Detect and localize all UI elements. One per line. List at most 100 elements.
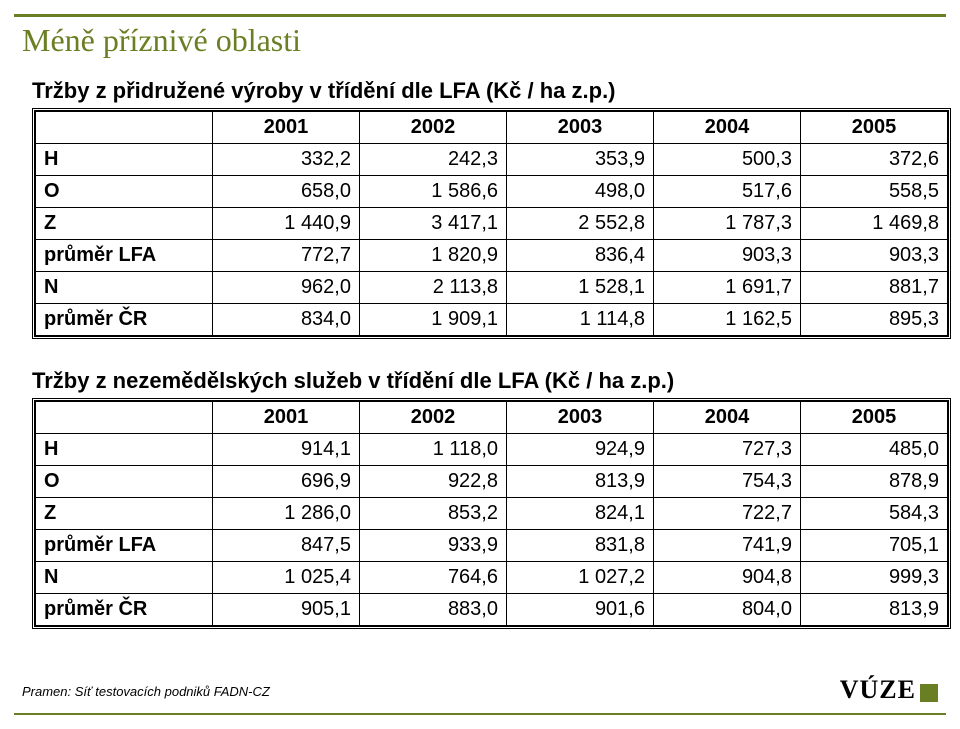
cell: 1 027,2 bbox=[507, 562, 654, 594]
table1-frame: 2001 2002 2003 2004 2005 H 332,2 242,3 3… bbox=[32, 108, 951, 339]
row-label: H bbox=[36, 144, 213, 176]
cell: 242,3 bbox=[360, 144, 507, 176]
table1-header-row: 2001 2002 2003 2004 2005 bbox=[36, 112, 948, 144]
cell: 1 118,0 bbox=[360, 434, 507, 466]
cell: 1 691,7 bbox=[654, 272, 801, 304]
cell: 962,0 bbox=[213, 272, 360, 304]
cell: 500,3 bbox=[654, 144, 801, 176]
footer-source-note: Pramen: Síť testovacích podniků FADN-CZ bbox=[22, 684, 270, 699]
table-row: O 696,9 922,8 813,9 754,3 878,9 bbox=[36, 466, 948, 498]
cell: 878,9 bbox=[801, 466, 948, 498]
bottom-accent-line bbox=[14, 713, 946, 715]
row-label: N bbox=[36, 272, 213, 304]
table-row: Z 1 286,0 853,2 824,1 722,7 584,3 bbox=[36, 498, 948, 530]
table2-col-2003: 2003 bbox=[507, 402, 654, 434]
cell: 881,7 bbox=[801, 272, 948, 304]
cell: 1 114,8 bbox=[507, 304, 654, 336]
logo-square-icon bbox=[920, 684, 938, 702]
cell: 813,9 bbox=[507, 466, 654, 498]
row-label: průměr ČR bbox=[36, 304, 213, 336]
cell: 498,0 bbox=[507, 176, 654, 208]
cell: 772,7 bbox=[213, 240, 360, 272]
row-label: O bbox=[36, 466, 213, 498]
cell: 1 909,1 bbox=[360, 304, 507, 336]
cell: 904,8 bbox=[654, 562, 801, 594]
cell: 754,3 bbox=[654, 466, 801, 498]
table1-caption: Tržby z přidružené výroby v třídění dle … bbox=[32, 78, 616, 104]
row-label: H bbox=[36, 434, 213, 466]
table2-col-2005: 2005 bbox=[801, 402, 948, 434]
cell: 1 820,9 bbox=[360, 240, 507, 272]
cell: 372,6 bbox=[801, 144, 948, 176]
top-accent-line bbox=[14, 14, 946, 17]
cell: 705,1 bbox=[801, 530, 948, 562]
cell: 914,1 bbox=[213, 434, 360, 466]
row-label: N bbox=[36, 562, 213, 594]
cell: 558,5 bbox=[801, 176, 948, 208]
cell: 924,9 bbox=[507, 434, 654, 466]
table1: 2001 2002 2003 2004 2005 H 332,2 242,3 3… bbox=[35, 111, 948, 336]
table1-col-2001: 2001 bbox=[213, 112, 360, 144]
cell: 584,3 bbox=[801, 498, 948, 530]
cell: 824,1 bbox=[507, 498, 654, 530]
page: Méně příznivé oblasti Tržby z přidružené… bbox=[0, 0, 960, 729]
table1-col-2004: 2004 bbox=[654, 112, 801, 144]
cell: 999,3 bbox=[801, 562, 948, 594]
cell: 903,3 bbox=[801, 240, 948, 272]
table2-corner bbox=[36, 402, 213, 434]
cell: 353,9 bbox=[507, 144, 654, 176]
table-row: O 658,0 1 586,6 498,0 517,6 558,5 bbox=[36, 176, 948, 208]
cell: 1 440,9 bbox=[213, 208, 360, 240]
table2-col-2001: 2001 bbox=[213, 402, 360, 434]
cell: 933,9 bbox=[360, 530, 507, 562]
table2-container: 2001 2002 2003 2004 2005 H 914,1 1 118,0… bbox=[32, 398, 951, 634]
cell: 883,0 bbox=[360, 594, 507, 626]
logo-text: VÚZE bbox=[840, 675, 916, 705]
row-label: průměr LFA bbox=[36, 240, 213, 272]
cell: 1 025,4 bbox=[213, 562, 360, 594]
row-label: O bbox=[36, 176, 213, 208]
table2: 2001 2002 2003 2004 2005 H 914,1 1 118,0… bbox=[35, 401, 948, 626]
cell: 831,8 bbox=[507, 530, 654, 562]
row-label: Z bbox=[36, 208, 213, 240]
row-label: Z bbox=[36, 498, 213, 530]
table-row: průměr LFA 772,7 1 820,9 836,4 903,3 903… bbox=[36, 240, 948, 272]
cell: 834,0 bbox=[213, 304, 360, 336]
cell: 2 552,8 bbox=[507, 208, 654, 240]
table1-corner bbox=[36, 112, 213, 144]
logo: VÚZE bbox=[840, 675, 938, 705]
cell: 727,3 bbox=[654, 434, 801, 466]
table2-frame: 2001 2002 2003 2004 2005 H 914,1 1 118,0… bbox=[32, 398, 951, 629]
cell: 1 286,0 bbox=[213, 498, 360, 530]
cell: 895,3 bbox=[801, 304, 948, 336]
cell: 2 113,8 bbox=[360, 272, 507, 304]
cell: 1 787,3 bbox=[654, 208, 801, 240]
cell: 1 469,8 bbox=[801, 208, 948, 240]
cell: 741,9 bbox=[654, 530, 801, 562]
table-row: N 962,0 2 113,8 1 528,1 1 691,7 881,7 bbox=[36, 272, 948, 304]
table2-header-row: 2001 2002 2003 2004 2005 bbox=[36, 402, 948, 434]
cell: 901,6 bbox=[507, 594, 654, 626]
cell: 658,0 bbox=[213, 176, 360, 208]
cell: 764,6 bbox=[360, 562, 507, 594]
cell: 1 586,6 bbox=[360, 176, 507, 208]
table-row: Z 1 440,9 3 417,1 2 552,8 1 787,3 1 469,… bbox=[36, 208, 948, 240]
cell: 804,0 bbox=[654, 594, 801, 626]
table-row: H 332,2 242,3 353,9 500,3 372,6 bbox=[36, 144, 948, 176]
page-title: Méně příznivé oblasti bbox=[22, 22, 301, 59]
cell: 836,4 bbox=[507, 240, 654, 272]
table-row: průměr LFA 847,5 933,9 831,8 741,9 705,1 bbox=[36, 530, 948, 562]
cell: 847,5 bbox=[213, 530, 360, 562]
table1-col-2002: 2002 bbox=[360, 112, 507, 144]
cell: 1 528,1 bbox=[507, 272, 654, 304]
table2-col-2004: 2004 bbox=[654, 402, 801, 434]
table-row: N 1 025,4 764,6 1 027,2 904,8 999,3 bbox=[36, 562, 948, 594]
cell: 903,3 bbox=[654, 240, 801, 272]
table1-col-2005: 2005 bbox=[801, 112, 948, 144]
cell: 853,2 bbox=[360, 498, 507, 530]
table2-col-2002: 2002 bbox=[360, 402, 507, 434]
row-label: průměr ČR bbox=[36, 594, 213, 626]
cell: 332,2 bbox=[213, 144, 360, 176]
cell: 517,6 bbox=[654, 176, 801, 208]
cell: 1 162,5 bbox=[654, 304, 801, 336]
